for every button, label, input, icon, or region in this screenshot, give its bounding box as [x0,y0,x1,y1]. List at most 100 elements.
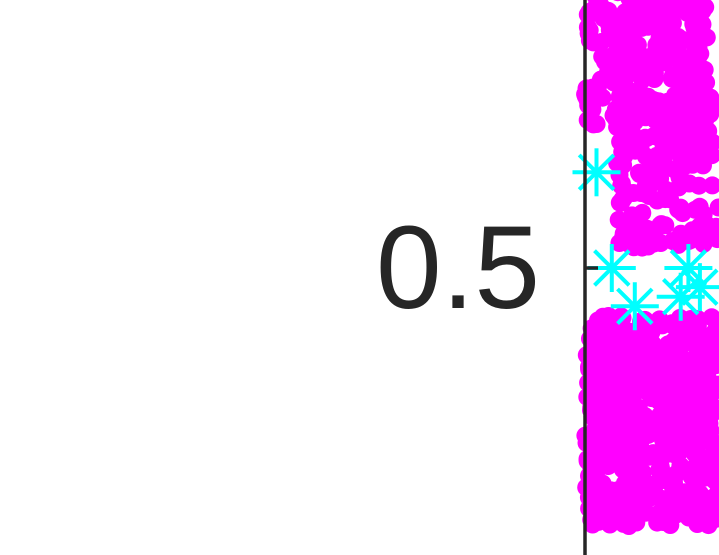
data-point [689,176,708,195]
data-point [653,316,672,335]
data-point [614,224,633,243]
data-point [625,112,644,131]
data-point [671,198,690,217]
data-point [603,399,622,418]
data-point [613,142,632,161]
data-point [672,159,691,178]
data-point [611,110,630,128]
asterisk-point [572,148,621,197]
data-point [656,11,675,30]
data-point [603,492,622,510]
data-point [703,176,719,195]
data-point [663,66,682,85]
data-point [669,178,688,197]
data-point [707,434,719,453]
data-point [685,0,700,3]
data-point [613,0,623,2]
data-point [683,221,702,240]
data-point [640,489,659,507]
data-point [647,41,666,60]
data-point [694,450,713,469]
data-point [674,134,693,153]
data-point [669,235,688,254]
data-point [626,213,645,231]
data-point [631,138,650,157]
data-point [579,373,598,392]
data-point [627,506,646,525]
y-tick-label: 0.5 [376,202,540,334]
data-point [624,184,643,202]
circle-series [576,0,719,535]
data-point [653,189,672,208]
data-point [675,119,693,138]
data-point [700,139,719,157]
data-point [646,106,665,125]
data-point [600,21,619,39]
data-point [668,0,686,18]
data-point [594,307,612,326]
data-point [585,433,604,452]
data-point [580,357,598,376]
data-point [654,388,672,407]
data-point [693,1,712,20]
data-point [626,0,644,13]
data-point [600,7,619,26]
data-point [684,15,703,34]
data-point [669,27,687,46]
data-point [652,215,671,234]
data-point [638,162,657,181]
data-point [671,51,690,70]
data-point [633,238,652,257]
data-point [628,465,647,484]
data-point [612,193,631,212]
data-point [705,325,719,344]
data-point [620,327,639,346]
data-point [683,95,702,114]
data-point [646,0,663,5]
data-point [640,187,659,205]
asterisk-point [610,282,659,331]
data-point [693,123,712,142]
asterisk-point [664,244,713,292]
data-point [623,414,642,433]
data-point [628,35,647,54]
data-point [587,0,604,6]
asterisk-series [572,148,719,331]
data-point [681,362,700,381]
data-point [702,308,719,327]
data-point [629,19,648,38]
data-point [602,59,621,78]
data-point [587,507,606,526]
data-point [664,490,683,509]
data-point [654,153,673,172]
data-point [606,429,625,448]
data-point [690,197,709,216]
data-point [603,375,622,394]
data-point [629,399,648,417]
data-point [611,87,629,105]
data-point [609,210,628,229]
data-point [696,227,715,246]
data-point [650,461,669,480]
data-point [584,33,603,52]
data-point [614,443,633,462]
data-point [641,342,660,361]
data-point [600,515,619,534]
data-point [667,464,686,483]
data-point [636,381,655,400]
data-point [630,433,649,452]
data-point [652,126,671,145]
data-point [704,397,719,416]
data-point [629,63,648,82]
data-point [684,480,703,499]
data-point [683,67,701,86]
data-point [690,397,709,416]
data-point [591,70,610,89]
data-point [671,323,690,342]
data-point [689,510,708,529]
data-point [677,407,696,426]
asterisk-point [675,263,719,312]
data-point [708,493,719,512]
data-point [705,382,719,401]
